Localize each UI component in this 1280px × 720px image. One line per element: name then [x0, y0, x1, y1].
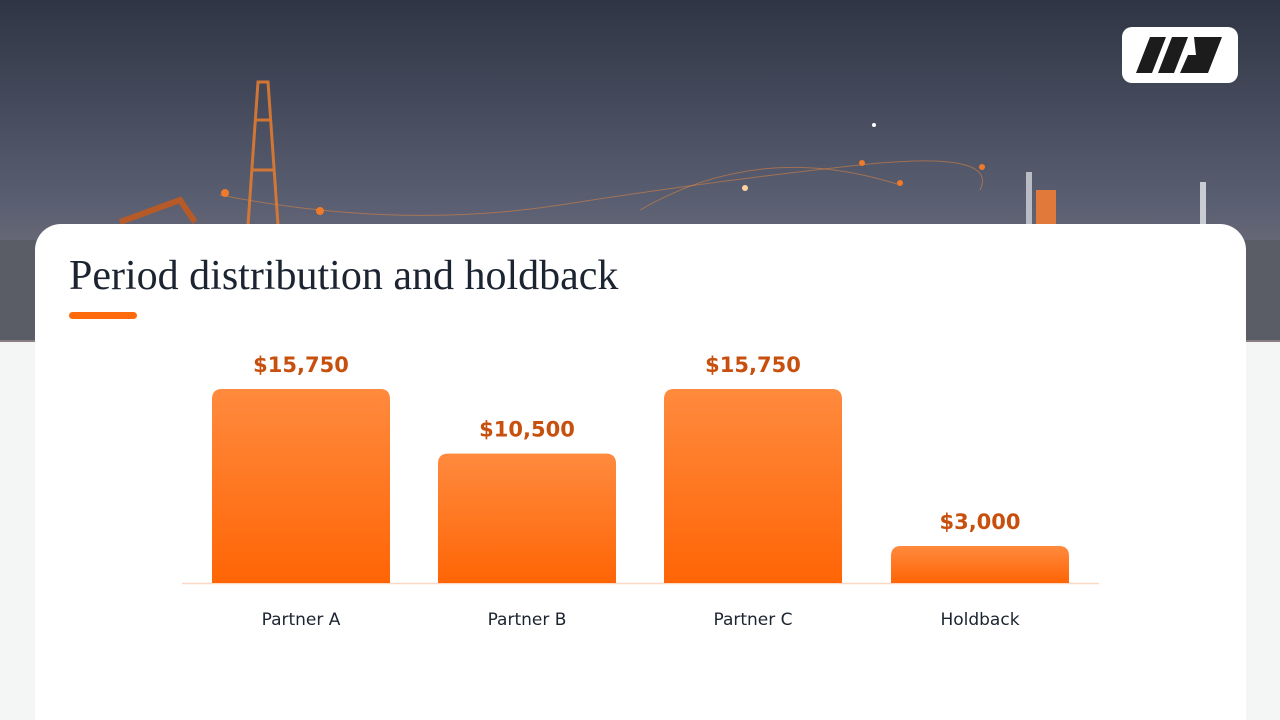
x-tick-label: Holdback [940, 610, 1019, 630]
bar [891, 546, 1069, 583]
bar [212, 389, 390, 583]
bar [438, 453, 616, 583]
x-tick-label: Partner B [488, 610, 567, 630]
card [35, 224, 1246, 720]
value-label: $15,750 [705, 353, 801, 377]
logo[interactable] [1122, 27, 1238, 83]
x-tick-label: Partner C [713, 610, 792, 630]
value-label: $15,750 [253, 353, 349, 377]
bar [664, 389, 842, 583]
header-decoration [0, 80, 1280, 340]
title-underline [69, 312, 137, 319]
chart-title: Period distribution and holdback [69, 253, 618, 299]
value-label: $10,500 [479, 418, 575, 442]
value-label: $3,000 [939, 510, 1020, 534]
x-tick-label: Partner A [262, 610, 341, 630]
